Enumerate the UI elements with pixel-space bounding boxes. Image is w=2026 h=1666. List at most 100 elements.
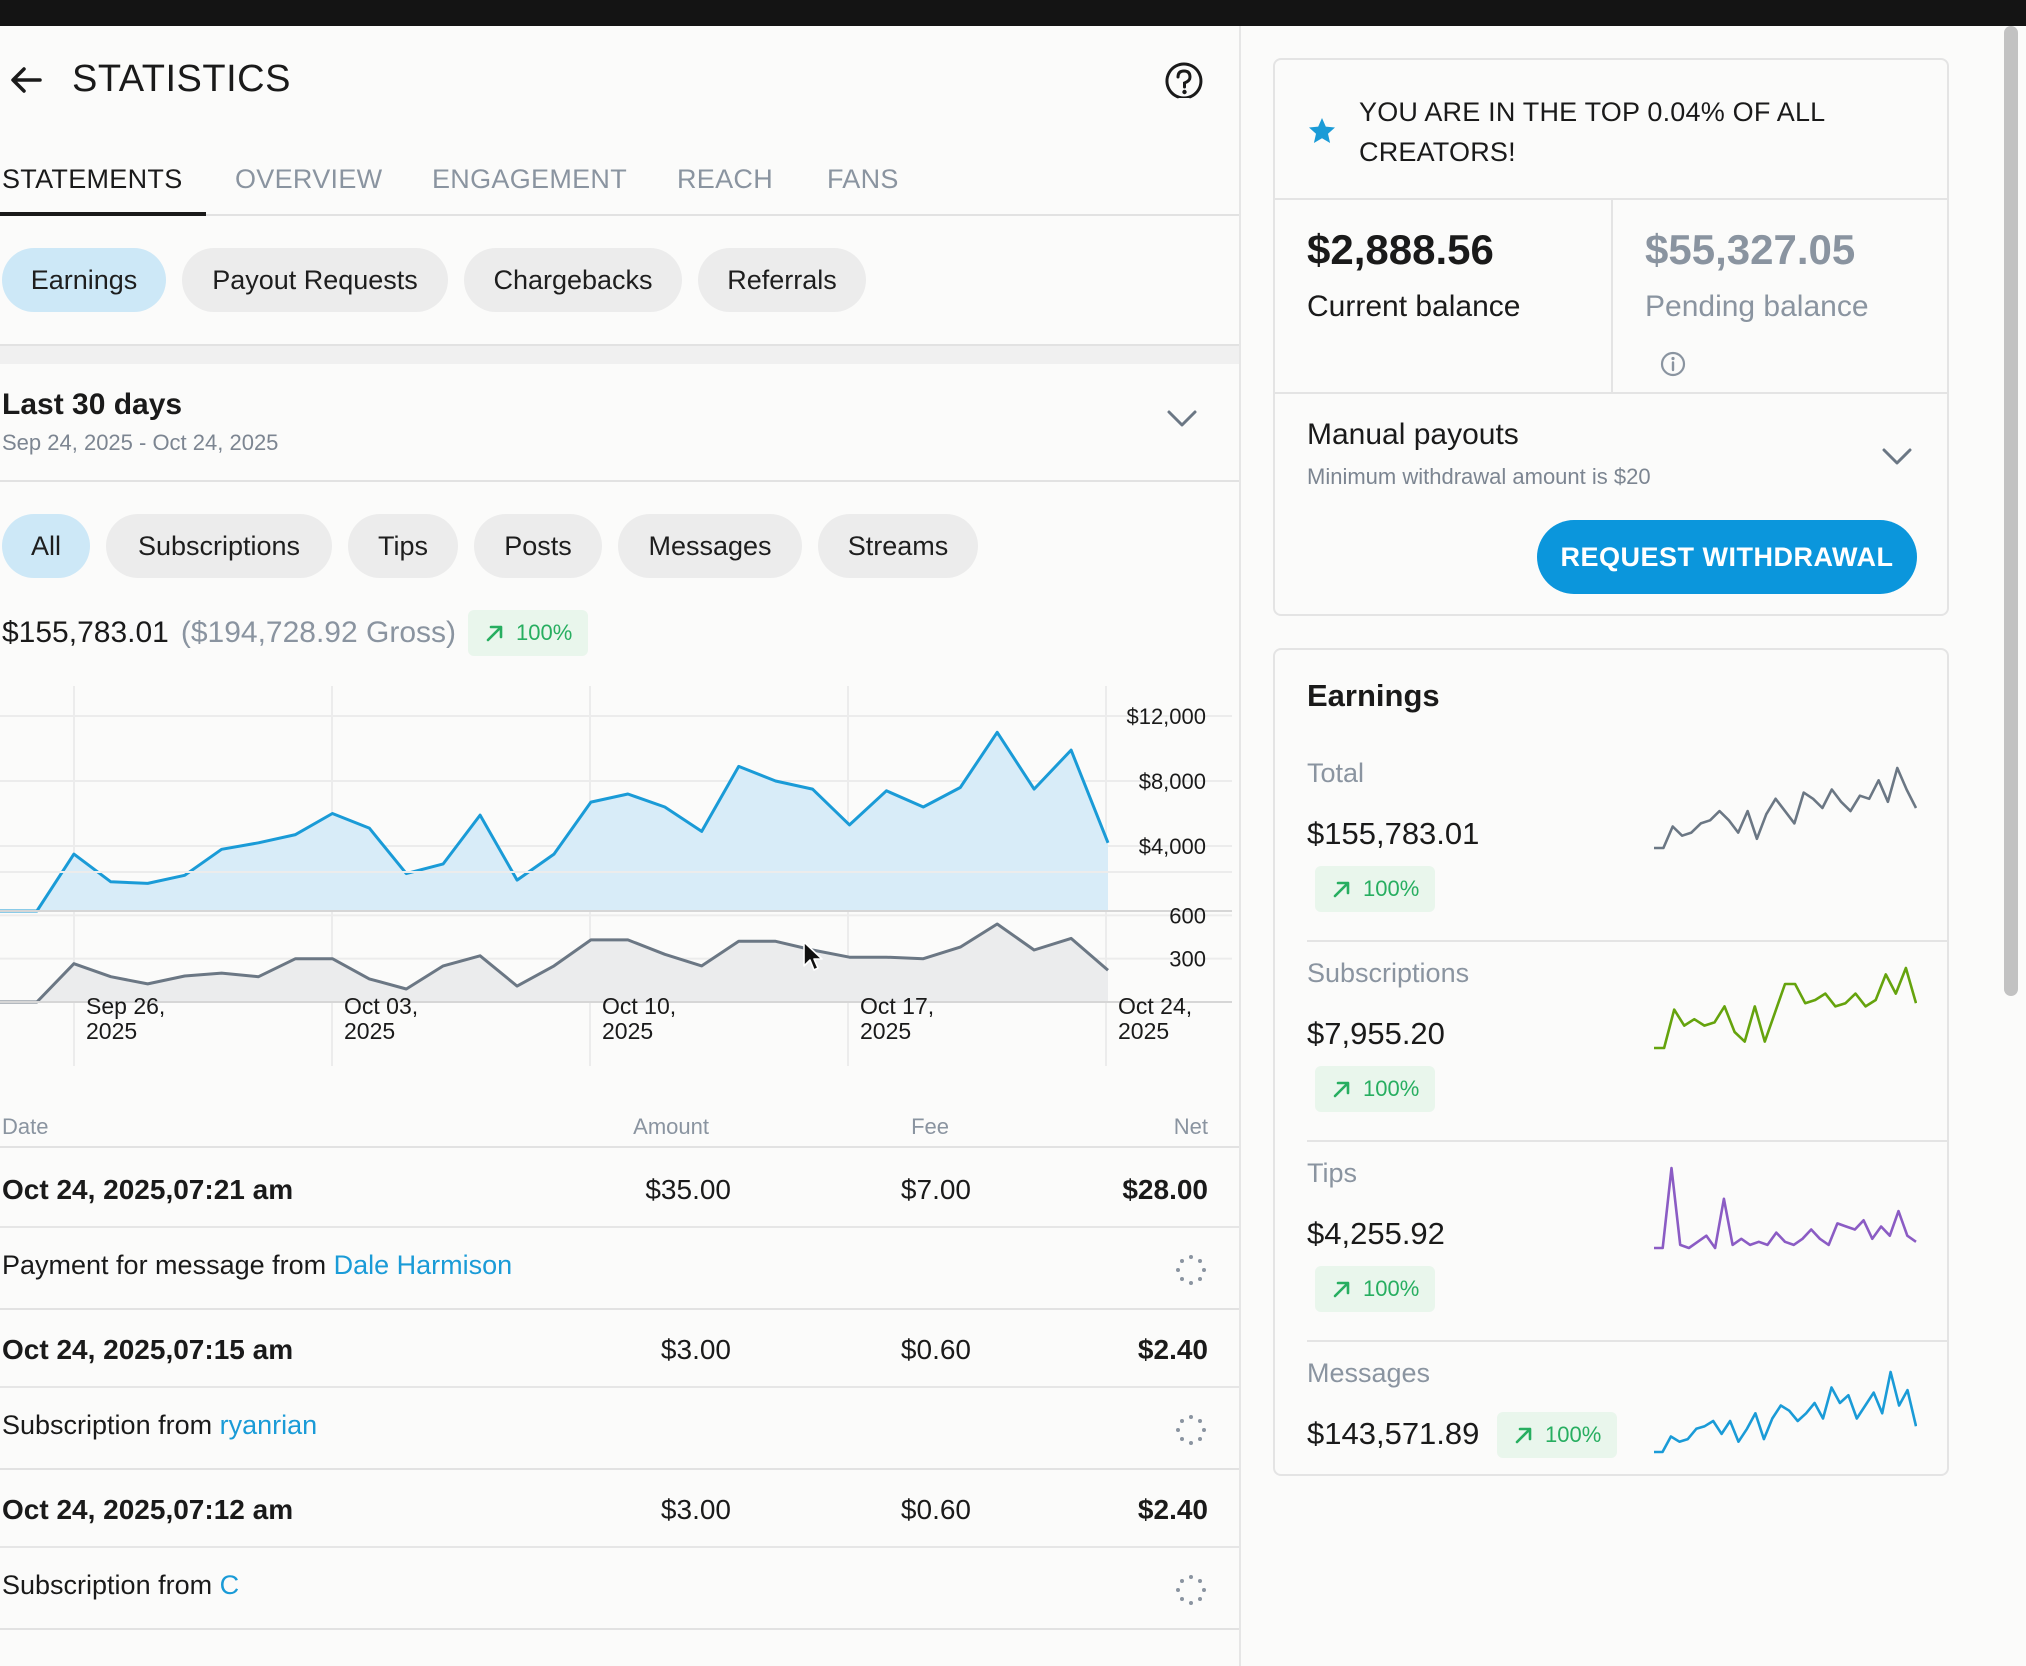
active-tab-indicator <box>0 212 206 216</box>
row-date: Oct 24, 2025,07:21 am <box>2 1174 294 1205</box>
filter-messages[interactable]: Messages <box>618 514 802 578</box>
tab-reach[interactable]: REACH <box>677 164 774 194</box>
filter-streams[interactable]: Streams <box>818 514 978 578</box>
page-title: STATISTICS <box>72 58 291 100</box>
series-area <box>0 732 1108 911</box>
x-tick-label: 2025 <box>344 1018 395 1044</box>
pill-earnings[interactable]: Earnings <box>2 248 166 312</box>
table-row[interactable]: Oct 24, 2025,07:21 am $35.00 $7.00 $28.0… <box>0 1150 1239 1228</box>
page-header: STATISTICS <box>0 26 1239 136</box>
change-badge: 100% <box>1315 1266 1436 1312</box>
x-tick-label: Oct 17, <box>860 993 934 1019</box>
x-tick-label: Oct 10, <box>602 993 676 1019</box>
row-description: Subscription from ryanrian <box>0 1388 1239 1470</box>
pending-balance-label: Pending balance <box>1645 290 1869 323</box>
row-fee: $0.60 <box>900 1334 971 1365</box>
row-net: $28.00 <box>1122 1174 1208 1205</box>
pill-payout-requests[interactable]: Payout Requests <box>182 248 448 312</box>
pending-spinner-icon <box>1176 1575 1206 1605</box>
change-value: 100% <box>1545 1422 1602 1447</box>
earnings-row-tips[interactable]: Tips $4,255.92 100% <box>1307 1142 1947 1342</box>
chevron-down-icon[interactable] <box>1879 438 1915 474</box>
filter-all[interactable]: All <box>2 514 90 578</box>
row-amount: $3.00 <box>660 1334 731 1365</box>
stats-tabs: STATEMENTS OVERVIEW ENGAGEMENT REACH FAN… <box>0 146 1239 216</box>
sparkline-path <box>1654 1370 1917 1454</box>
row-net: $2.40 <box>1137 1334 1208 1365</box>
tips-sparkline <box>1654 1166 1917 1250</box>
earnings-label: Subscriptions <box>1307 958 1470 988</box>
earnings-label: Messages <box>1307 1358 1431 1388</box>
payouts-title: Manual payouts <box>1307 418 1519 451</box>
x-tick-label: 2025 <box>602 1018 653 1044</box>
earnings-title: Earnings <box>1307 678 1440 713</box>
total-sparkline <box>1654 766 1917 850</box>
banner-line-1: YOU ARE IN THE TOP 0.04% OF ALL <box>1359 97 1826 127</box>
star-icon <box>1309 118 1335 143</box>
table-row[interactable]: Oct 24, 2025,07:12 am $3.00 $0.60 $2.40 <box>0 1470 1239 1548</box>
user-link[interactable]: C <box>219 1570 240 1600</box>
earnings-amount: $143,571.89 <box>1307 1416 1480 1451</box>
help-icon[interactable] <box>1162 60 1206 104</box>
earnings-amount: $155,783.01 <box>1307 816 1480 851</box>
arrow-up-right-icon <box>486 625 503 642</box>
row-date: Oct 24, 2025,07:15 am <box>2 1334 294 1365</box>
user-link[interactable]: ryanrian <box>219 1410 318 1440</box>
table-header: Date Amount Fee Net <box>0 1106 1239 1148</box>
y-tick-label: $4,000 <box>1139 834 1206 859</box>
x-tick-label: 2025 <box>860 1018 911 1044</box>
desc-text: Subscription from <box>2 1410 213 1440</box>
x-tick-label: Sep 26, <box>86 993 165 1019</box>
series-line <box>0 922 1109 1004</box>
row-fee: $0.60 <box>900 1494 971 1525</box>
chevron-down-icon[interactable] <box>1164 400 1200 436</box>
x-tick-label: 2025 <box>1118 1018 1169 1044</box>
earnings-row-subscriptions[interactable]: Subscriptions $7,955.20 100% <box>1307 942 1947 1142</box>
pill-chargebacks[interactable]: Chargebacks <box>464 248 682 312</box>
earnings-row-messages[interactable]: Messages $143,571.89 100% <box>1307 1342 1947 1472</box>
tab-overview[interactable]: OVERVIEW <box>235 164 383 194</box>
current-balance: $2,888.56 Current balance <box>1275 200 1611 392</box>
pill-referrals[interactable]: Referrals <box>698 248 866 312</box>
table-row[interactable]: Oct 24, 2025,07:15 am $3.00 $0.60 $2.40 <box>0 1310 1239 1388</box>
subscriptions-sparkline <box>1654 966 1917 1050</box>
x-tick-label: 2025 <box>86 1018 137 1044</box>
earnings-summary: $155,783.01 ($194,728.92 Gross) 100% <box>2 610 589 656</box>
earnings-label: Total <box>1307 758 1365 788</box>
sparkline-path <box>1654 766 1917 850</box>
earnings-amount: $4,255.92 <box>1307 1216 1445 1251</box>
y-tick-label: $12,000 <box>1126 704 1206 729</box>
earnings-row-total[interactable]: Total $155,783.01 100% <box>1307 742 1947 942</box>
filter-posts[interactable]: Posts <box>474 514 602 578</box>
change-badge: 100% <box>1315 866 1436 912</box>
info-icon[interactable] <box>1659 350 1687 378</box>
x-tick-label: Oct 03, <box>344 993 418 1019</box>
change-value: 100% <box>1363 1276 1420 1301</box>
window-top-bar <box>0 0 2026 26</box>
col-fee: Fee <box>911 1114 949 1139</box>
x-tick-label: Oct 24, <box>1118 993 1192 1019</box>
tab-engagement[interactable]: ENGAGEMENT <box>432 164 628 194</box>
request-withdrawal-button[interactable]: REQUEST WITHDRAWAL <box>1537 520 1917 594</box>
change-value: 100% <box>1363 1076 1420 1101</box>
tab-fans[interactable]: FANS <box>827 164 899 194</box>
row-amount: $3.00 <box>660 1494 731 1525</box>
pending-balance-amount: $55,327.05 <box>1645 226 1856 273</box>
back-arrow-icon[interactable] <box>6 60 46 100</box>
balance-card: YOU ARE IN THE TOP 0.04% OF ALL CREATORS… <box>1273 58 1949 616</box>
row-description: Payment for message from Dale Harmison <box>0 1228 1239 1310</box>
row-amount: $35.00 <box>645 1174 731 1205</box>
filter-tips[interactable]: Tips <box>348 514 458 578</box>
user-link[interactable]: Dale Harmison <box>333 1250 513 1280</box>
current-balance-label: Current balance <box>1307 290 1521 323</box>
filter-subscriptions[interactable]: Subscriptions <box>106 514 332 578</box>
period-range: Sep 24, 2025 - Oct 24, 2025 <box>2 430 279 455</box>
tab-statements[interactable]: STATEMENTS <box>2 164 183 194</box>
col-date: Date <box>2 1114 49 1139</box>
row-net: $2.40 <box>1137 1494 1208 1525</box>
change-badge: 100% <box>468 610 589 656</box>
scrollbar-thumb[interactable] <box>2004 26 2018 996</box>
period-selector[interactable]: Last 30 days Sep 24, 2025 - Oct 24, 2025 <box>0 364 1239 482</box>
y-tick-label: $8,000 <box>1139 769 1206 794</box>
